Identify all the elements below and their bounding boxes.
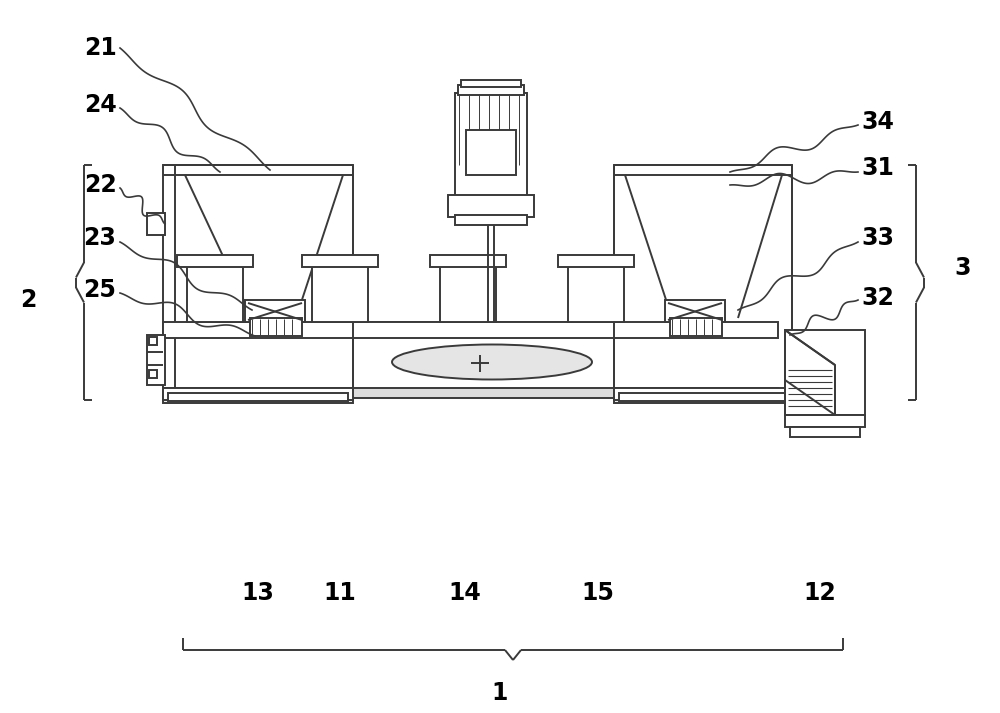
Bar	[163, 388, 778, 398]
Bar	[440, 265, 496, 322]
Text: 21: 21	[84, 36, 116, 60]
Text: 14: 14	[449, 581, 481, 605]
Bar	[163, 322, 778, 390]
Bar	[163, 322, 778, 338]
Bar	[466, 130, 516, 175]
Bar	[614, 388, 792, 400]
Bar	[147, 335, 165, 385]
Bar	[619, 393, 787, 401]
Text: 2: 2	[20, 288, 36, 312]
Bar	[558, 255, 634, 267]
Bar	[430, 255, 506, 267]
Text: 34: 34	[862, 110, 894, 134]
Text: 24: 24	[84, 93, 116, 117]
Text: 15: 15	[582, 581, 614, 605]
Ellipse shape	[392, 344, 592, 379]
Bar	[245, 300, 305, 322]
Bar	[312, 265, 368, 322]
Bar	[614, 397, 792, 403]
Text: 11: 11	[324, 581, 356, 605]
Bar	[163, 165, 353, 400]
Text: 31: 31	[862, 156, 894, 180]
Text: 13: 13	[242, 581, 274, 605]
Text: 3: 3	[955, 256, 971, 280]
Bar	[163, 388, 353, 400]
Text: 12: 12	[804, 581, 836, 605]
Bar	[568, 265, 624, 322]
Text: 33: 33	[862, 226, 895, 250]
Polygon shape	[785, 330, 835, 415]
Bar	[665, 300, 725, 322]
Bar	[250, 318, 302, 336]
Bar	[614, 165, 792, 400]
Bar	[670, 318, 722, 336]
Bar	[461, 80, 521, 87]
Bar	[448, 195, 534, 217]
Bar	[149, 370, 157, 378]
Text: 25: 25	[84, 278, 116, 302]
Bar	[187, 265, 243, 322]
Bar	[149, 337, 157, 345]
Bar	[790, 427, 860, 437]
Text: 22: 22	[84, 173, 116, 197]
Text: 1: 1	[492, 681, 508, 705]
Bar	[455, 93, 527, 198]
Text: 23: 23	[84, 226, 116, 250]
Bar	[163, 397, 353, 403]
Bar	[147, 213, 165, 235]
Text: 32: 32	[862, 286, 894, 310]
Bar	[302, 255, 378, 267]
Bar	[458, 85, 524, 95]
Bar	[177, 255, 253, 267]
Bar	[168, 393, 348, 401]
Bar	[785, 330, 865, 415]
Bar	[785, 415, 865, 427]
Bar	[455, 215, 527, 225]
